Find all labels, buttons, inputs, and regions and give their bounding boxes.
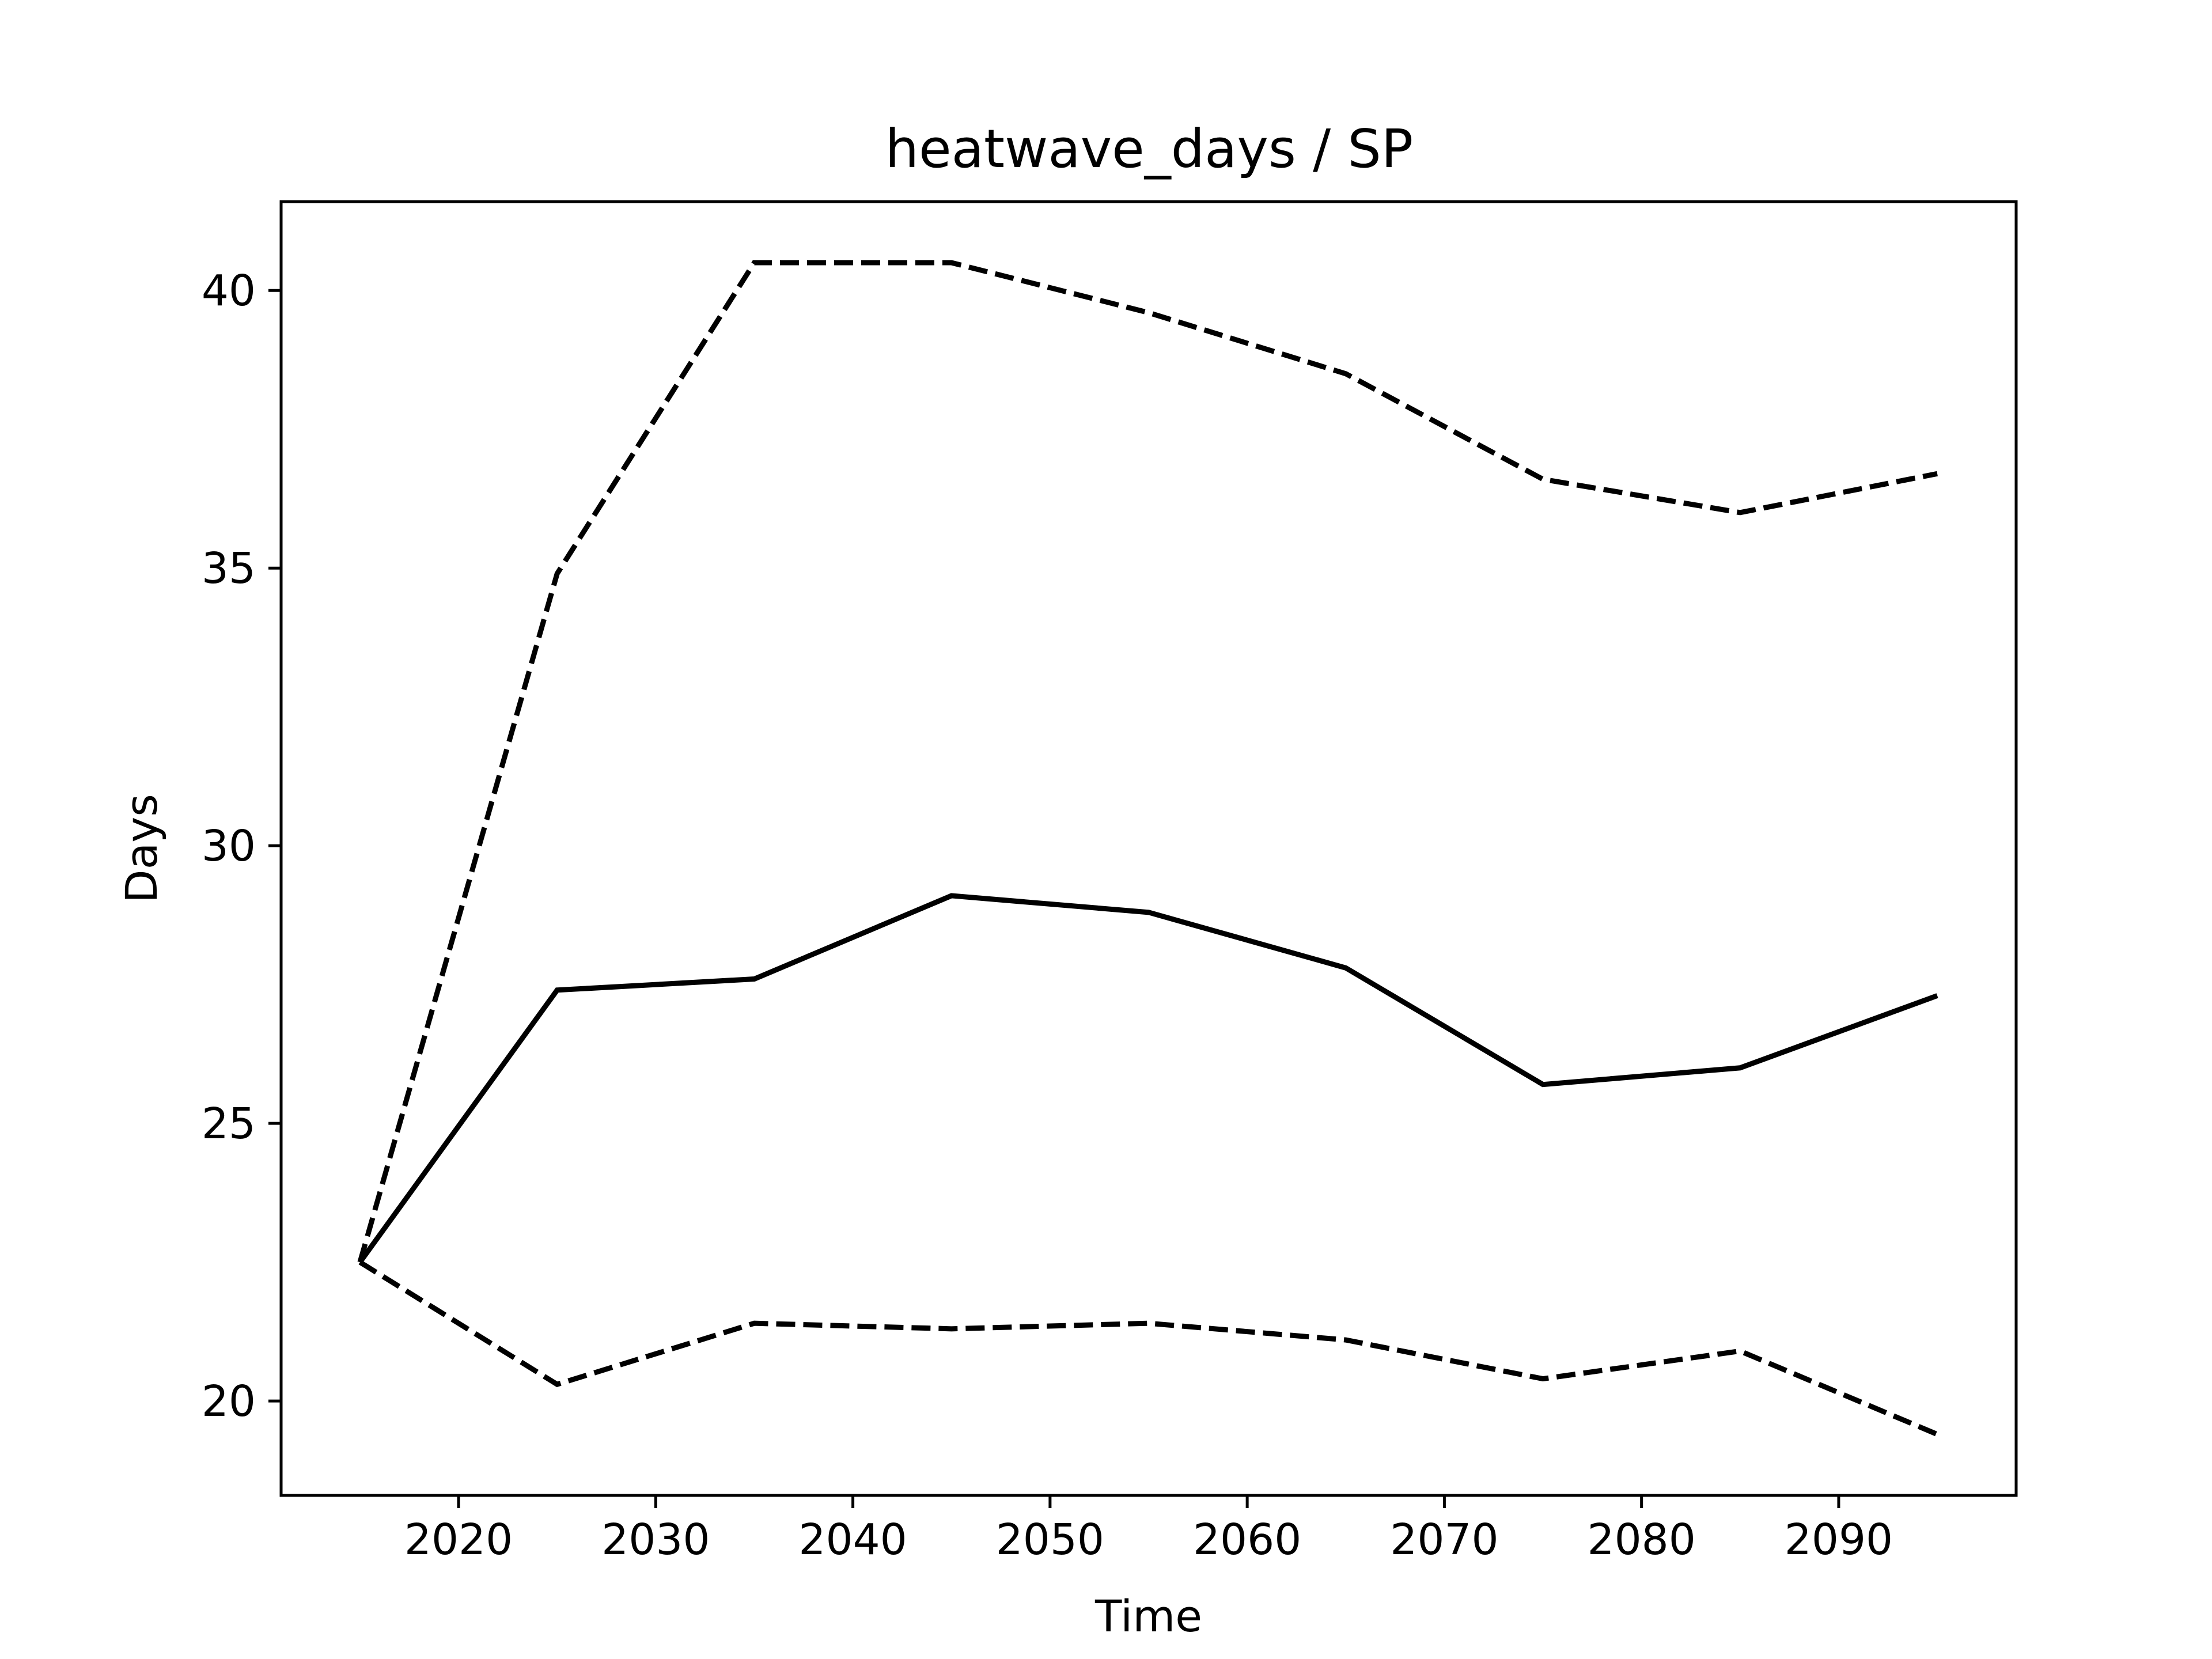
chart-title: heatwave_days / SP	[885, 118, 1414, 180]
solid-series-line-0	[358, 893, 1938, 1264]
y-tick-label: 25	[202, 1099, 256, 1149]
y-axis-label: Days	[116, 794, 167, 903]
x-tick-label: 2090	[1785, 1515, 1893, 1565]
x-tick-label: 2070	[1390, 1515, 1498, 1565]
y-tick-label: 30	[202, 821, 256, 871]
x-tick-label: 2060	[1193, 1515, 1301, 1565]
axis-ticks: 2020 2030 2040 2050 2060 2070 2080 2090 20 25 30 35…	[202, 266, 1893, 1565]
x-tick-label: 2030	[601, 1515, 710, 1565]
dashed-series-line-2	[358, 1260, 1938, 1437]
x-tick-label: 2040	[798, 1515, 907, 1565]
series-lines	[357, 260, 1938, 1437]
x-tick-label: 2050	[996, 1515, 1104, 1565]
y-tick-label: 20	[202, 1377, 256, 1426]
x-tick-label: 2080	[1588, 1515, 1696, 1565]
x-axis-label: Time	[1094, 1590, 1202, 1642]
x-tick-label: 2020	[404, 1515, 513, 1565]
axes-frame	[279, 200, 2018, 1497]
y-tick-label: 40	[202, 266, 256, 316]
dashed-series-line-1	[357, 260, 1938, 1263]
y-tick-label: 35	[202, 544, 256, 593]
